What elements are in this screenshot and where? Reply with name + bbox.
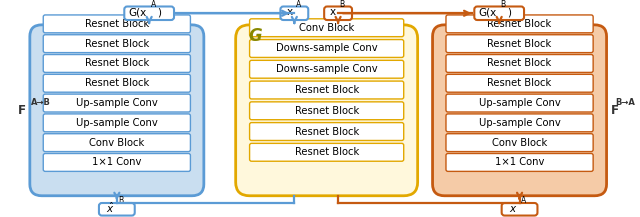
FancyBboxPatch shape [250,60,404,78]
Text: ): ) [157,7,161,17]
FancyBboxPatch shape [446,114,593,132]
Text: x: x [286,7,292,17]
FancyBboxPatch shape [30,25,204,196]
FancyBboxPatch shape [446,15,593,33]
Text: B: B [118,196,124,205]
Text: Resnet Block: Resnet Block [84,19,149,29]
Text: Resnet Block: Resnet Block [294,85,359,95]
Text: B→A: B→A [616,98,636,107]
Text: A: A [521,196,526,205]
Text: Up-sample Conv: Up-sample Conv [76,98,157,108]
FancyBboxPatch shape [44,35,191,53]
Text: Up-sample Conv: Up-sample Conv [76,118,157,128]
Text: ): ) [507,7,511,17]
FancyBboxPatch shape [44,134,191,152]
Text: G: G [248,27,262,45]
Text: B: B [339,0,344,9]
Text: F: F [18,104,26,117]
Text: x: x [330,7,336,17]
FancyBboxPatch shape [324,7,352,20]
Text: $\hat{x}$: $\hat{x}$ [509,201,518,215]
FancyBboxPatch shape [502,203,538,215]
Text: Resnet Block: Resnet Block [84,58,149,69]
Text: Resnet Block: Resnet Block [294,127,359,136]
Text: Resnet Block: Resnet Block [488,58,552,69]
Text: F: F [611,104,618,117]
Text: Resnet Block: Resnet Block [488,19,552,29]
Text: 1×1 Conv: 1×1 Conv [92,158,141,168]
FancyBboxPatch shape [250,123,404,140]
Text: A: A [150,0,156,9]
FancyBboxPatch shape [99,203,135,215]
FancyBboxPatch shape [446,54,593,72]
Text: Resnet Block: Resnet Block [488,78,552,88]
Text: Downs-sample Conv: Downs-sample Conv [276,43,378,54]
FancyBboxPatch shape [446,74,593,92]
Text: Downs-sample Conv: Downs-sample Conv [276,64,378,74]
FancyBboxPatch shape [446,153,593,171]
Text: A: A [296,0,301,9]
FancyBboxPatch shape [124,7,174,20]
FancyBboxPatch shape [44,114,191,132]
Text: 1×1 Conv: 1×1 Conv [495,158,544,168]
Text: Up-sample Conv: Up-sample Conv [479,118,561,128]
Text: A→B: A→B [31,98,51,107]
Text: Resnet Block: Resnet Block [488,39,552,49]
Text: Resnet Block: Resnet Block [294,147,359,157]
FancyBboxPatch shape [446,35,593,53]
FancyBboxPatch shape [44,94,191,112]
FancyBboxPatch shape [446,134,593,152]
FancyBboxPatch shape [433,25,607,196]
Text: Resnet Block: Resnet Block [84,39,149,49]
Text: Resnet Block: Resnet Block [84,78,149,88]
FancyBboxPatch shape [474,7,524,20]
Text: Conv Block: Conv Block [492,138,547,148]
FancyBboxPatch shape [44,74,191,92]
FancyBboxPatch shape [250,102,404,120]
FancyBboxPatch shape [446,94,593,112]
Text: Resnet Block: Resnet Block [294,106,359,116]
FancyBboxPatch shape [250,39,404,58]
Text: Conv Block: Conv Block [299,23,355,33]
FancyBboxPatch shape [280,7,308,20]
Text: G(x: G(x [478,7,496,17]
Text: B: B [500,0,506,9]
FancyBboxPatch shape [250,143,404,161]
Text: $\hat{x}$: $\hat{x}$ [106,201,115,215]
FancyBboxPatch shape [250,19,404,37]
FancyBboxPatch shape [44,54,191,72]
FancyBboxPatch shape [44,15,191,33]
FancyBboxPatch shape [250,81,404,99]
FancyBboxPatch shape [236,25,418,196]
FancyBboxPatch shape [44,153,191,171]
Text: G(x: G(x [128,7,146,17]
Text: Up-sample Conv: Up-sample Conv [479,98,561,108]
Text: Conv Block: Conv Block [89,138,145,148]
